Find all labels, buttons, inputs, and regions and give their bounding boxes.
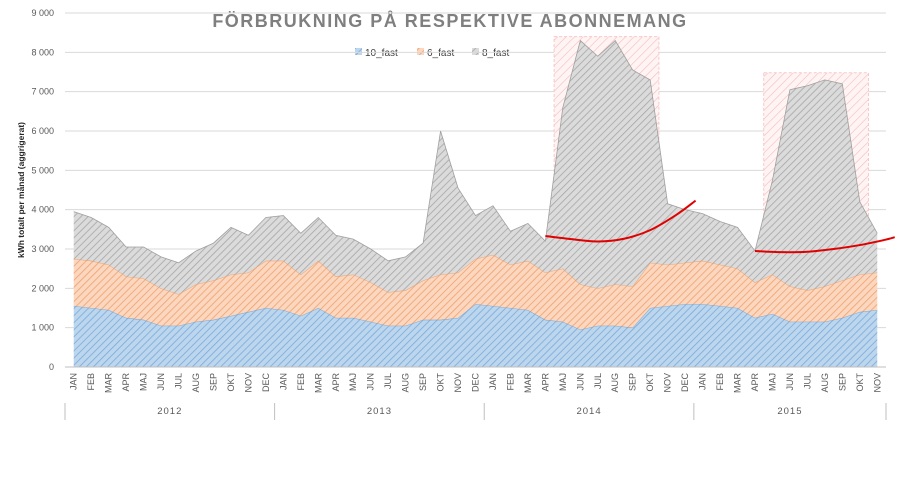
x-tick-label: SEP <box>628 373 638 391</box>
x-tick-label: JAN <box>698 373 708 390</box>
x-tick-label: FEB <box>86 373 96 391</box>
x-tick-label: JUN <box>156 373 166 391</box>
trend-lines <box>545 199 896 254</box>
x-tick-label: APR <box>331 373 341 392</box>
x-tick-label: JUN <box>575 373 585 391</box>
y-tick-label: 6 000 <box>31 126 54 136</box>
legend-swatch-6-fast <box>417 48 424 55</box>
chart-title: FÖRBRUKNING PÅ RESPEKTIVE ABONNEMANG <box>212 11 687 31</box>
x-tick-label: MAJ <box>348 373 358 391</box>
x-tick-label: OKT <box>226 373 236 392</box>
trend-line <box>754 236 896 254</box>
x-tick-label: AUG <box>610 373 620 393</box>
legend-label-10-fast: 10_fast <box>365 48 398 59</box>
year-label: 2015 <box>777 406 802 417</box>
y-tick-label: 2 000 <box>31 283 54 293</box>
x-tick-label: OKT <box>436 373 446 392</box>
year-label: 2012 <box>157 406 182 417</box>
x-tick-label: SEP <box>418 373 428 391</box>
x-tick-label: MAJ <box>558 373 568 391</box>
x-tick-label: DEC <box>261 373 271 393</box>
legend-label-6-fast: 6_fast <box>427 48 454 59</box>
y-tick-label: 4 000 <box>31 205 54 215</box>
legend-label-8-fast: 8_fast <box>482 48 509 59</box>
y-axis-ticks: 0 1 000 2 000 3 000 4 000 5 000 6 000 7 000 8 00… <box>31 8 54 372</box>
x-tick-label: APR <box>121 373 131 392</box>
x-tick-label: FEB <box>505 373 515 391</box>
x-tick-label: JAN <box>278 373 288 390</box>
legend-swatch-10-fast <box>355 48 362 55</box>
y-tick-label: 3 000 <box>31 244 54 254</box>
y-tick-label: 5 000 <box>31 165 54 175</box>
x-tick-label: SEP <box>837 373 847 391</box>
x-tick-label: APR <box>540 373 550 392</box>
x-tick-label: FEB <box>715 373 725 391</box>
x-tick-label: JUN <box>366 373 376 391</box>
legend: 10_fast 6_fast 8_fast <box>355 48 509 59</box>
y-tick-label: 0 <box>49 362 54 372</box>
trend-line <box>545 199 697 243</box>
year-label: 2013 <box>367 406 392 417</box>
x-tick-label: AUG <box>191 373 201 393</box>
x-tick-label: AUG <box>401 373 411 393</box>
x-tick-label: NOV <box>663 373 673 393</box>
x-tick-label: JAN <box>488 373 498 390</box>
x-tick-label: JUN <box>785 373 795 391</box>
x-tick-label: MAR <box>104 373 114 394</box>
x-tick-label: APR <box>750 373 760 392</box>
x-tick-label: AUG <box>820 373 830 393</box>
x-tick-label: JUL <box>383 373 393 389</box>
y-tick-label: 8 000 <box>31 47 54 57</box>
x-tick-label: MAJ <box>139 373 149 391</box>
y-axis-label: kWh totalt per månad (aggrigerat) <box>16 122 26 258</box>
area-series-6-fast <box>73 254 878 330</box>
x-tick-label: JAN <box>69 373 79 390</box>
year-label: 2014 <box>576 406 601 417</box>
legend-swatch-8-fast <box>472 48 479 55</box>
x-tick-label: FEB <box>296 373 306 391</box>
x-tick-label: DEC <box>471 373 481 393</box>
x-tick-label: DEC <box>680 373 690 393</box>
y-tick-label: 9 000 <box>31 8 54 18</box>
x-tick-label: OKT <box>855 373 865 392</box>
area-series-8-fast <box>73 40 878 295</box>
x-tick-label: JUL <box>174 373 184 389</box>
x-tick-label: NOV <box>453 373 463 393</box>
y-tick-label: 1 000 <box>31 323 54 333</box>
x-tick-label: OKT <box>645 373 655 392</box>
x-axis: JAN FEB MAR APR MAJ JUN JUL AUG SEP OKT NOV DEC JAN F… <box>64 366 887 420</box>
stacked-areas <box>73 39 878 367</box>
x-tick-label: JUL <box>593 373 603 389</box>
x-tick-label: MAJ <box>767 373 777 391</box>
area-series-10-fast <box>73 304 878 367</box>
x-tick-label: MAR <box>523 373 533 394</box>
area-edge-8-fast <box>73 39 878 264</box>
x-tick-label: MAR <box>313 373 323 394</box>
x-tick-label: NOV <box>872 373 882 393</box>
x-tick-label: JUL <box>802 373 812 389</box>
x-tick-label: MAR <box>733 373 743 394</box>
x-tick-label: NOV <box>243 373 253 393</box>
y-tick-label: 7 000 <box>31 87 54 97</box>
x-tick-label: SEP <box>208 373 218 391</box>
